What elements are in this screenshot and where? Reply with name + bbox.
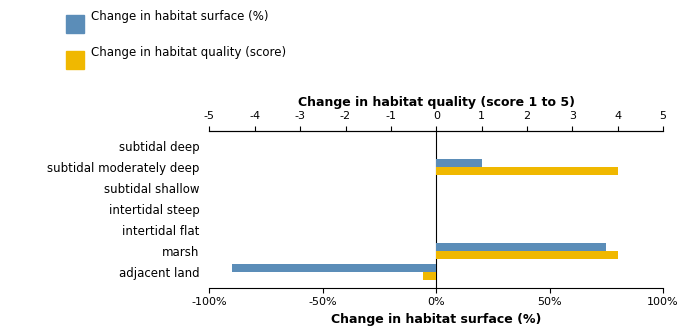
Bar <box>436 167 618 175</box>
Text: Change in habitat quality (score): Change in habitat quality (score) <box>91 46 286 59</box>
Text: Change in habitat surface (%): Change in habitat surface (%) <box>91 10 268 23</box>
X-axis label: Change in habitat quality (score 1 to 5): Change in habitat quality (score 1 to 5) <box>298 95 574 109</box>
Bar <box>436 251 618 259</box>
X-axis label: Change in habitat surface (%): Change in habitat surface (%) <box>331 313 542 326</box>
Bar <box>423 272 436 280</box>
Bar <box>436 243 607 251</box>
Bar <box>436 160 482 167</box>
Bar <box>232 264 436 272</box>
